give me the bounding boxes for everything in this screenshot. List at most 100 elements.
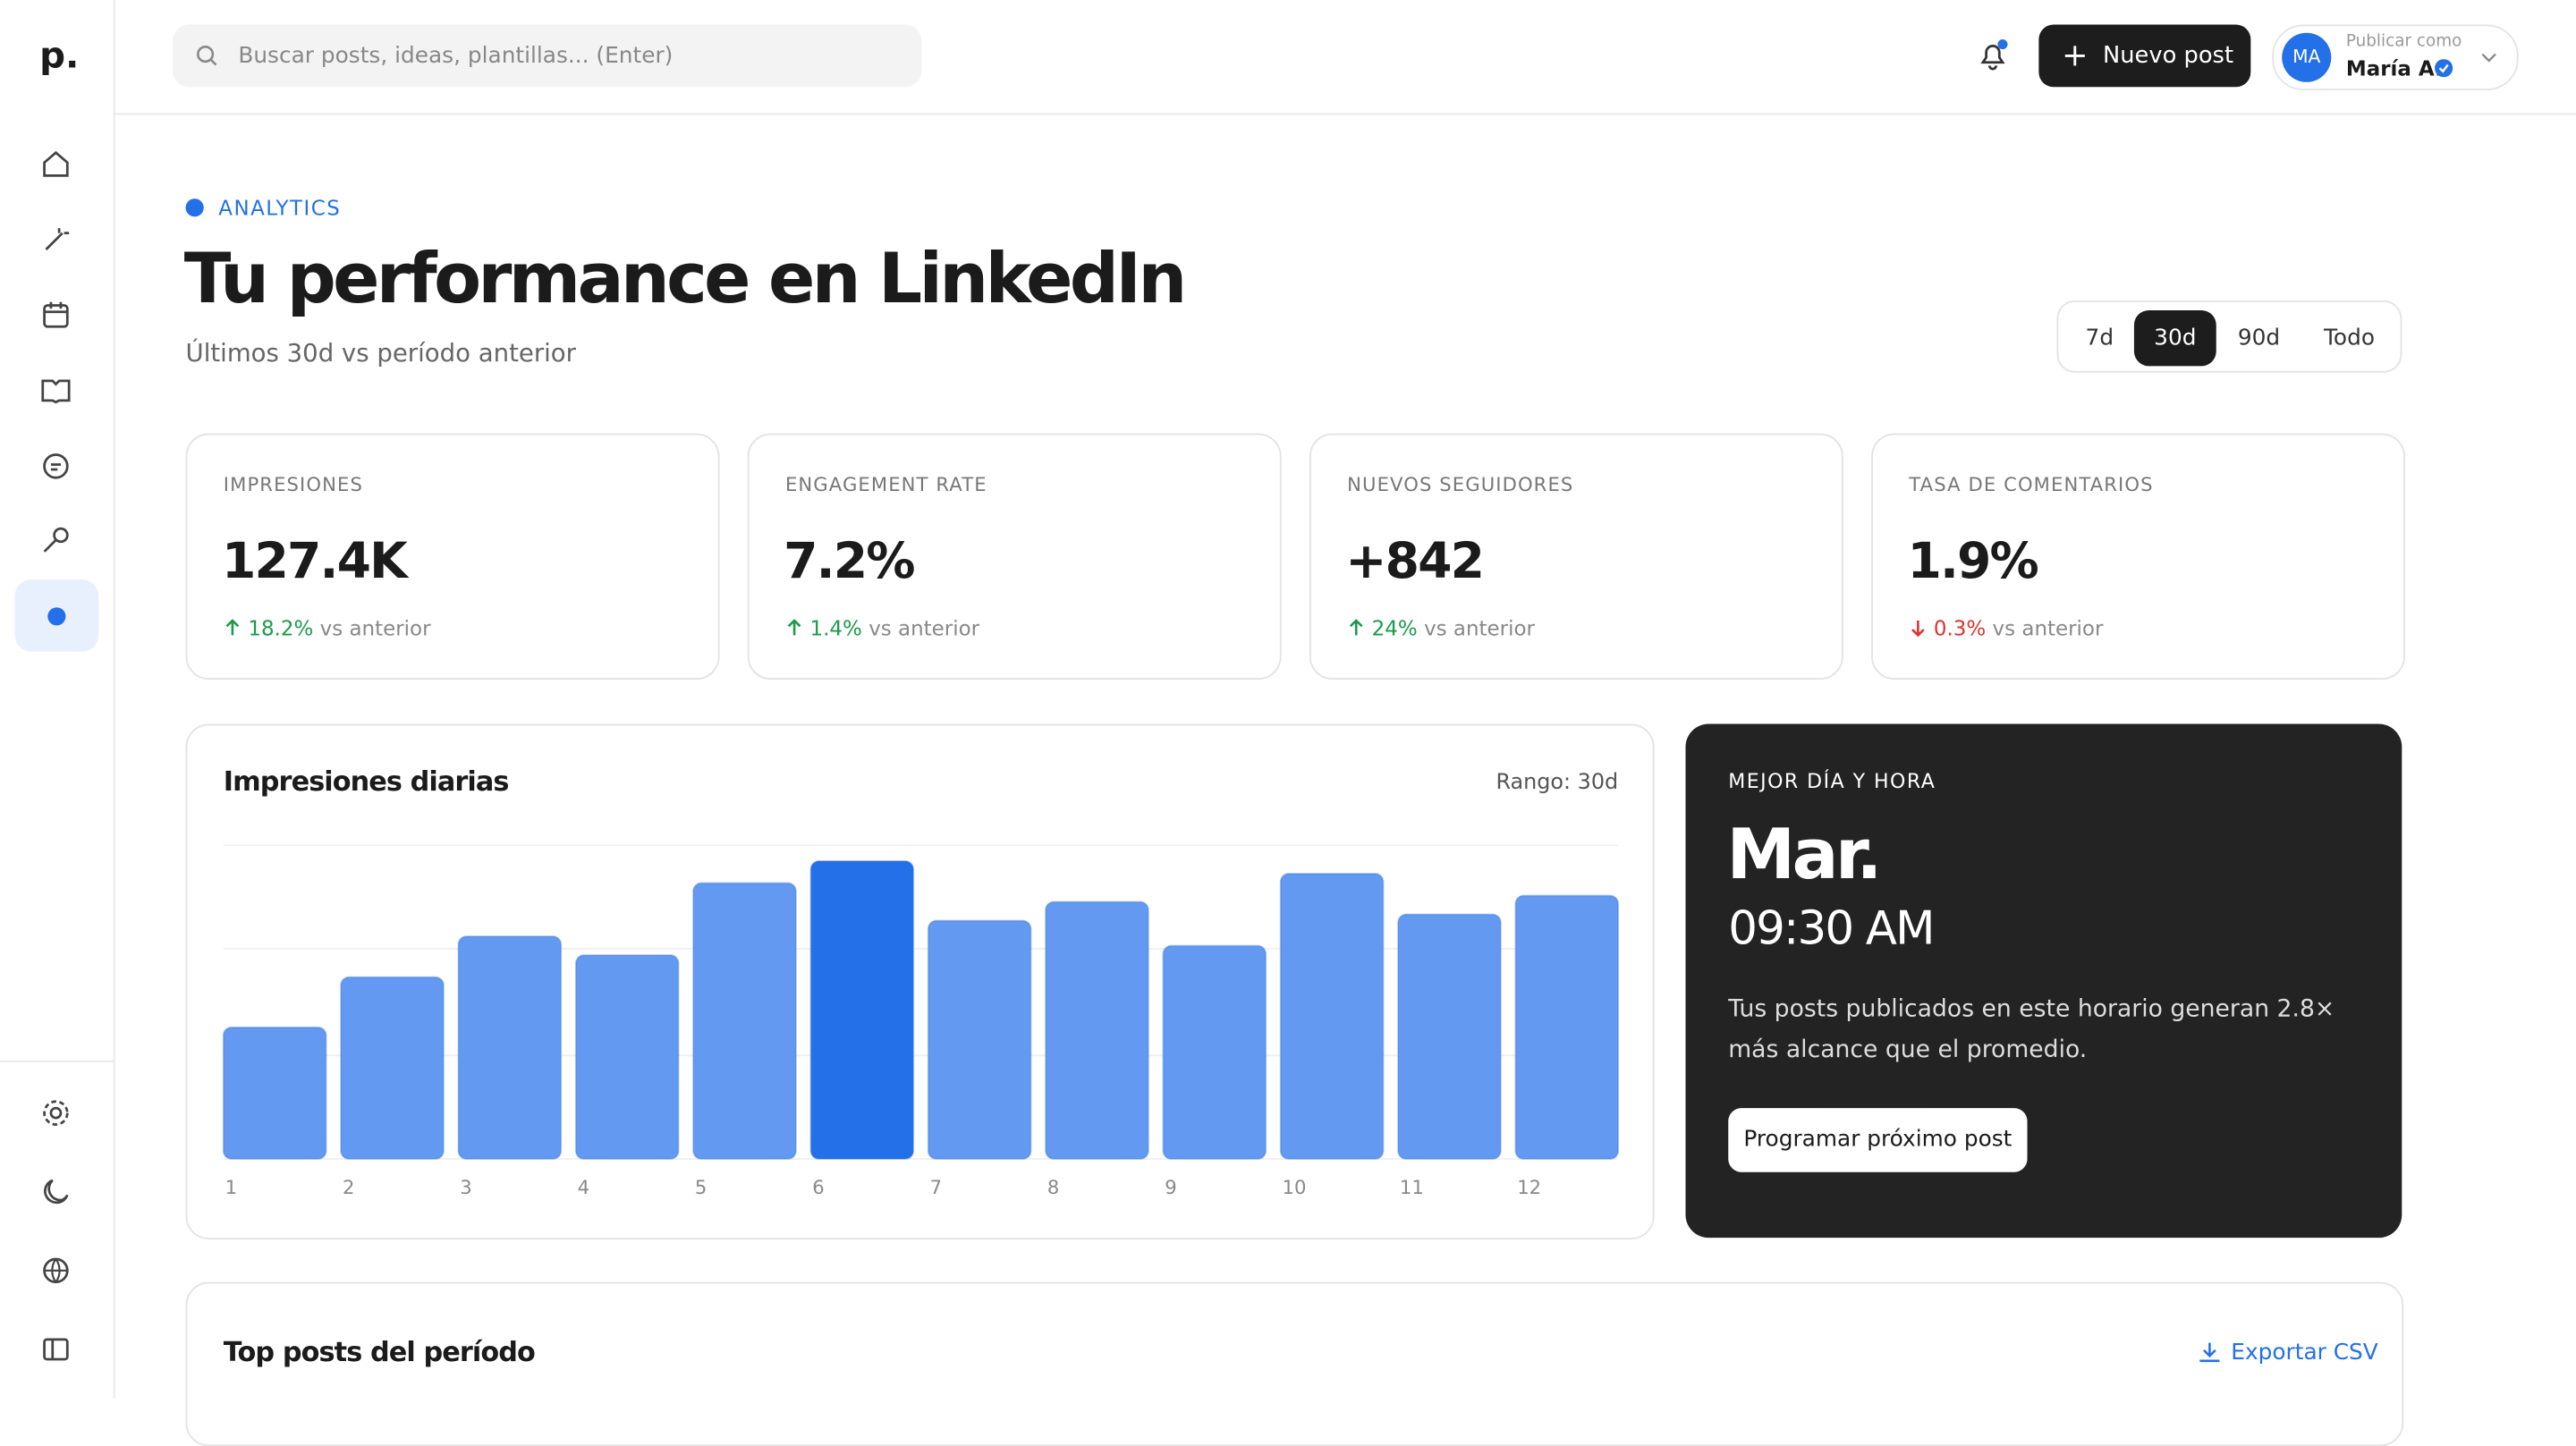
bar xyxy=(457,935,563,1160)
arrow-path xyxy=(1911,620,1925,638)
kpi-delta-row: 0.3% vs anterior xyxy=(1909,615,2103,640)
kpi-card: TASA DE COMENTARIOS 1.9% 0.3% vs anterior xyxy=(1871,433,2405,680)
chat-icon[interactable] xyxy=(39,450,72,483)
bell-icon[interactable] xyxy=(1975,38,2011,73)
bar xyxy=(574,954,680,1160)
kpi-note: vs anterior xyxy=(869,615,980,640)
bar xyxy=(1397,913,1502,1160)
topbar-border xyxy=(114,113,2576,115)
best-time-eyebrow: MEJOR DÍA Y HORA xyxy=(1728,769,1936,793)
chevron-icon xyxy=(2481,53,2496,63)
kpi-value: 127.4K xyxy=(221,533,408,591)
bar xyxy=(340,976,445,1160)
range-tab[interactable]: 30d xyxy=(2133,309,2216,367)
new-post-button[interactable]: Nuevo post xyxy=(2038,24,2251,88)
bar xyxy=(1045,901,1149,1160)
kpi-value: +842 xyxy=(1345,533,1485,591)
kpi-value: 1.9% xyxy=(1907,533,2038,591)
verified-icon xyxy=(2435,59,2453,78)
best-time-card: MEJOR DÍA Y HORA Mar. 09:30 AM Tus posts… xyxy=(1685,723,2402,1239)
trend-arrow xyxy=(787,619,801,636)
range-tabs: 7d 30d 90d Todo xyxy=(2056,300,2402,373)
schedule-button[interactable]: Programar próximo post xyxy=(1728,1108,2028,1172)
kpi-card: ENGAGEMENT RATE 7.2% 1.4% vs anterior xyxy=(747,433,1282,680)
avatar: MA xyxy=(2282,32,2332,82)
x-tick-label: 3 xyxy=(460,1176,471,1198)
range-tab[interactable]: 7d xyxy=(2085,325,2114,351)
sidebar: p. xyxy=(0,0,115,1399)
kpi-label: ENGAGEMENT RATE xyxy=(784,472,987,496)
kpi-value: 7.2% xyxy=(784,533,915,591)
bar xyxy=(222,1026,327,1160)
panel-icon[interactable] xyxy=(39,1333,72,1366)
analytics-nav[interactable] xyxy=(14,579,99,652)
account-switcher[interactable]: MA Publicar como María A. xyxy=(2272,24,2519,90)
download-icon xyxy=(2199,1342,2220,1363)
best-day: Mar. xyxy=(1726,814,1882,895)
range-tab[interactable]: Todo xyxy=(2323,325,2376,351)
x-tick-label: 4 xyxy=(578,1176,589,1198)
trend-arrow xyxy=(1911,620,1925,638)
kpi-note: vs anterior xyxy=(1424,615,1535,640)
kpi-card: IMPRESIONES 127.4K 18.2% vs anterior xyxy=(185,433,720,680)
moon-icon[interactable] xyxy=(39,1175,72,1208)
kpi-delta-row: 24% vs anterior xyxy=(1347,615,1535,640)
kpi-note: vs anterior xyxy=(319,615,431,640)
x-tick-label: 6 xyxy=(812,1176,824,1198)
plus-icon xyxy=(2064,46,2085,66)
kpi-delta: 0.3% xyxy=(1933,615,1987,640)
eyebrow-dot xyxy=(185,199,204,217)
search-box[interactable]: Buscar posts, ideas, plantillas... (Ente… xyxy=(172,24,922,88)
search-placeholder: Buscar posts, ideas, plantillas... (Ente… xyxy=(238,42,674,70)
settings-icon[interactable] xyxy=(39,1096,72,1129)
top-posts-card: Top posts del período Exportar CSV xyxy=(185,1281,2404,1446)
bar xyxy=(1279,873,1385,1160)
calendar-icon[interactable] xyxy=(39,299,72,332)
x-tick-label: 8 xyxy=(1047,1176,1059,1198)
bar xyxy=(692,882,797,1160)
kpi-card: NUEVOS SEGUIDORES +842 24% vs anterior xyxy=(1309,433,1843,680)
x-tick-label: 9 xyxy=(1165,1176,1176,1198)
top-posts-title: Top posts del período xyxy=(223,1336,536,1368)
kpi-delta-row: 1.4% vs anterior xyxy=(785,615,979,640)
mic-icon[interactable] xyxy=(39,524,72,557)
x-tick-label: 11 xyxy=(1400,1176,1424,1198)
bar xyxy=(927,919,1032,1160)
best-time-text: Tus posts publicados en este horario gen… xyxy=(1728,996,2335,1064)
divider xyxy=(0,1060,114,1062)
logo[interactable]: p. xyxy=(39,36,80,78)
publish-as-label: Publicar como xyxy=(2345,32,2462,51)
chart-title: Impresiones diarias xyxy=(224,766,509,798)
user-name: María A. xyxy=(2345,55,2443,80)
trend-arrow xyxy=(225,619,240,636)
search-icon xyxy=(197,46,217,66)
arrow-path xyxy=(787,619,801,636)
wand-icon[interactable] xyxy=(39,224,72,257)
range-label: Rango: 30d xyxy=(1496,769,1618,794)
new-post-label: Nuevo post xyxy=(2103,42,2234,70)
x-tick-label: 12 xyxy=(1517,1176,1541,1198)
bar xyxy=(809,859,915,1160)
home-icon[interactable] xyxy=(39,148,72,181)
export-csv[interactable]: Exportar CSV xyxy=(2231,1339,2378,1366)
x-tick-label: 1 xyxy=(225,1176,237,1198)
kpi-delta: 1.4% xyxy=(809,615,862,640)
kpi-note: vs anterior xyxy=(1992,615,2104,640)
globe-icon[interactable] xyxy=(39,1254,72,1287)
page-subtitle: Últimos 30d vs período anterior xyxy=(185,338,577,368)
x-tick-label: 5 xyxy=(695,1176,707,1198)
range-tab[interactable]: 90d xyxy=(2237,325,2281,351)
kpi-label: IMPRESIONES xyxy=(223,472,363,496)
eyebrow: ANALYTICS xyxy=(218,195,342,220)
kpi-label: TASA DE COMENTARIOS xyxy=(1909,472,2154,496)
kpi-delta: 24% xyxy=(1371,615,1418,640)
bar xyxy=(1162,944,1267,1160)
trend-arrow xyxy=(1349,619,1363,636)
x-tick-label: 10 xyxy=(1283,1176,1307,1198)
page-title: Tu performance en LinkedIn xyxy=(183,238,1188,319)
book-icon[interactable] xyxy=(39,375,72,408)
